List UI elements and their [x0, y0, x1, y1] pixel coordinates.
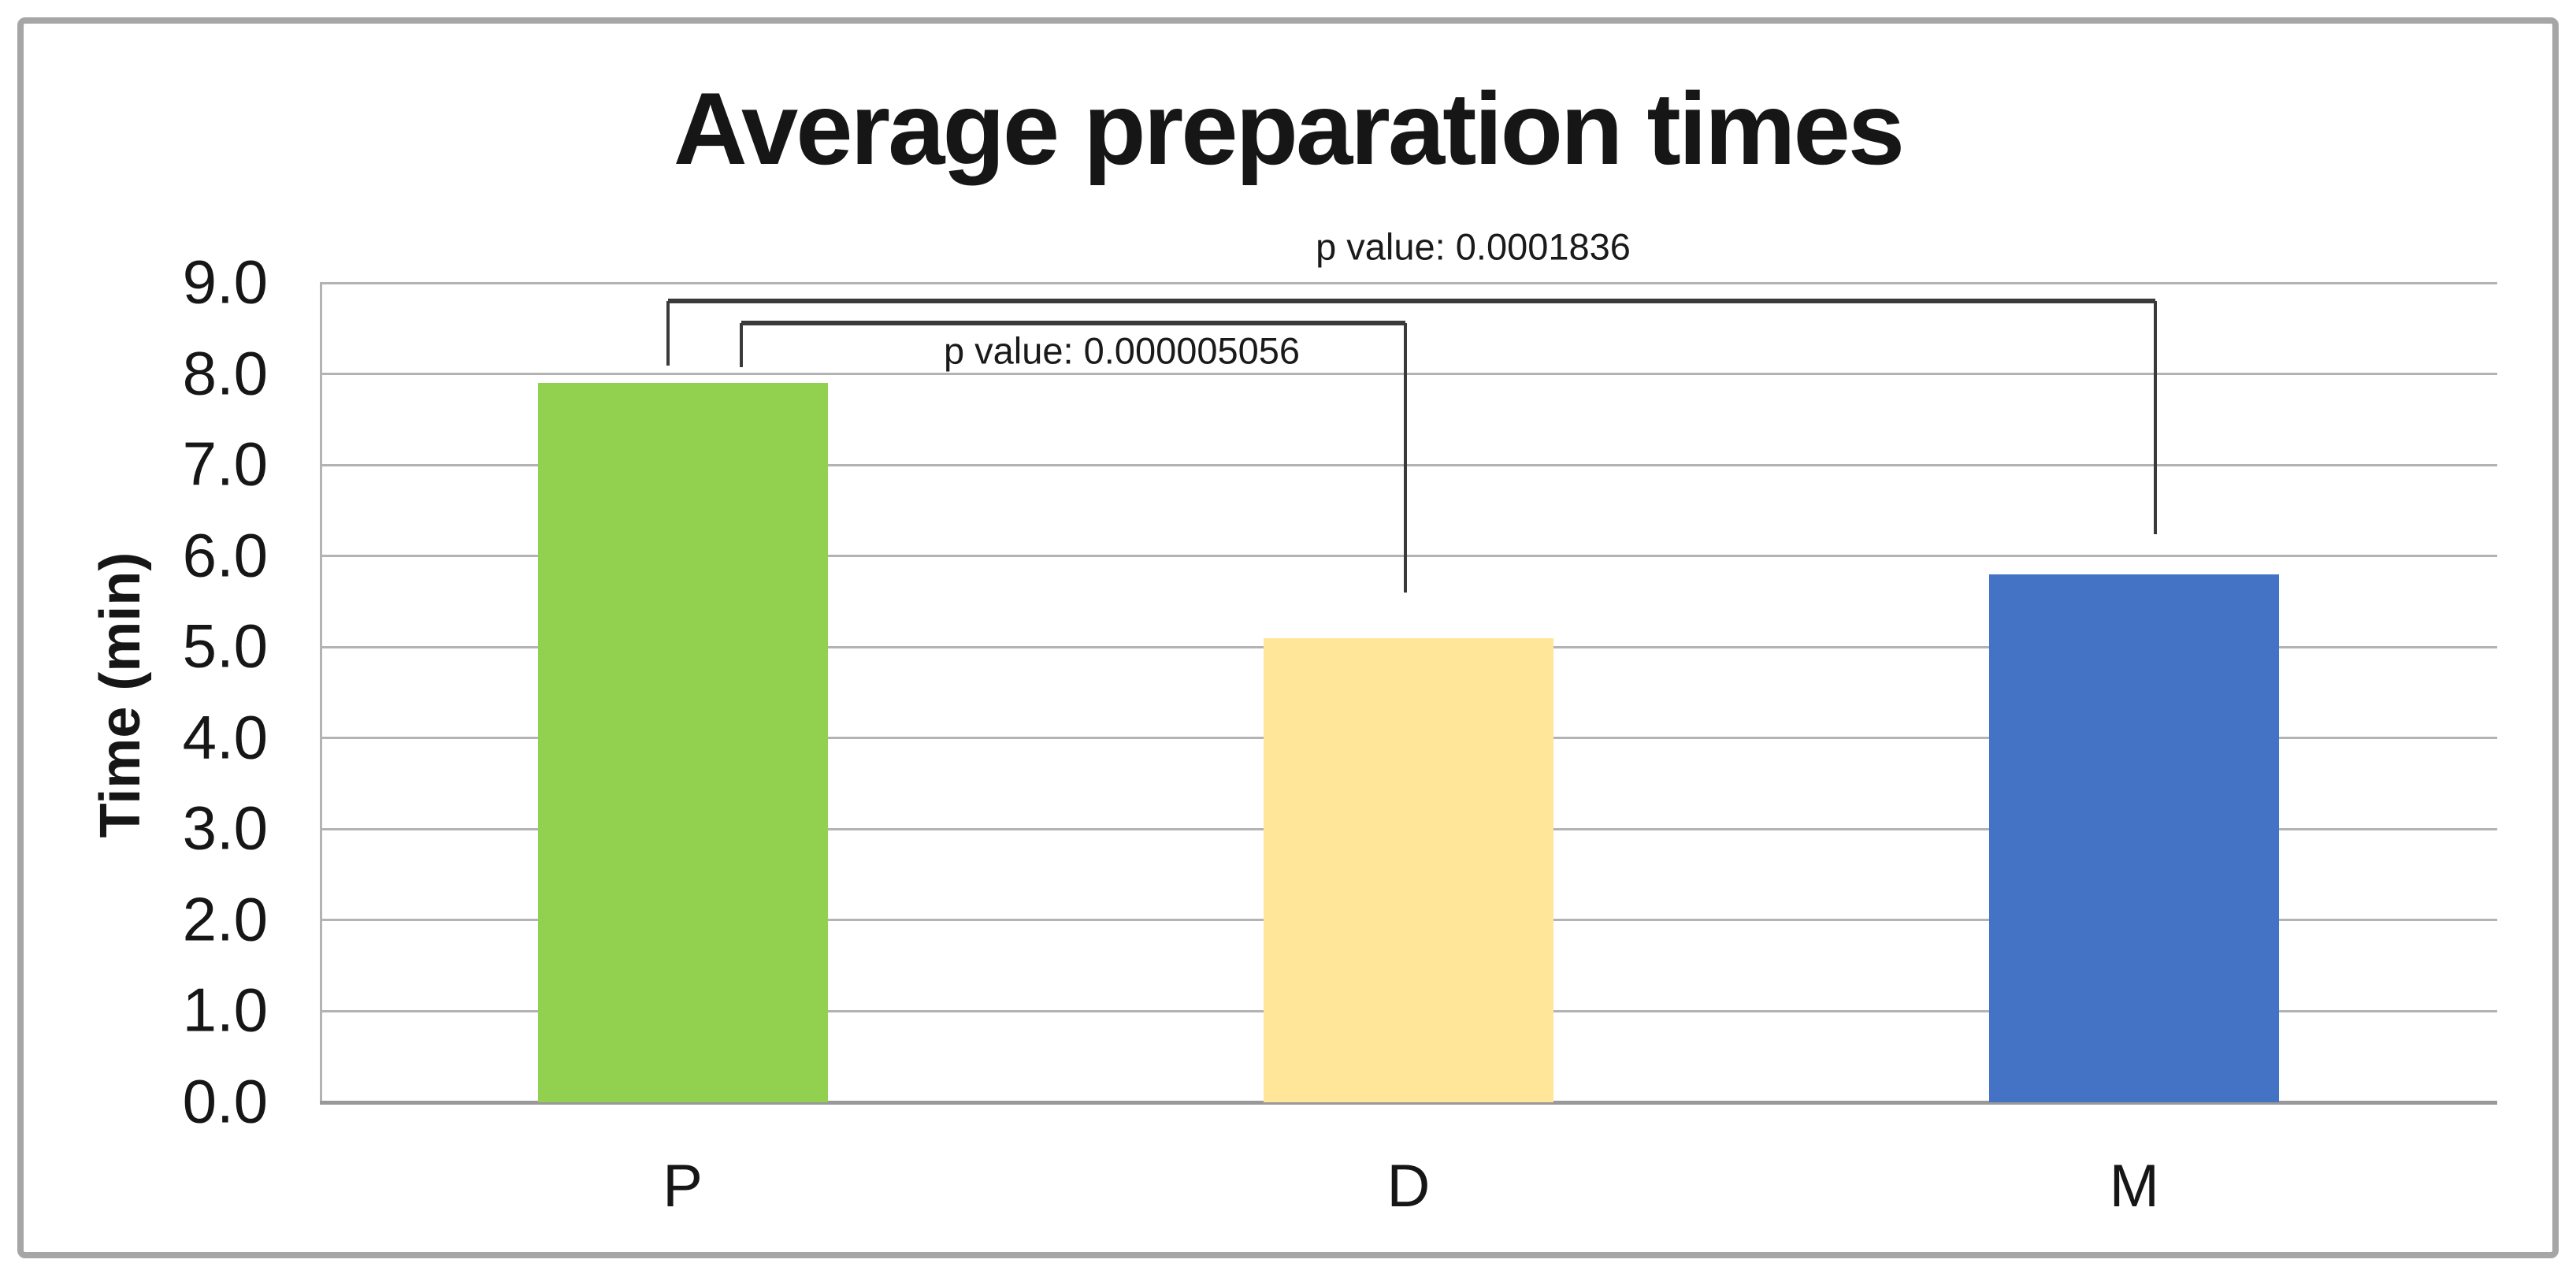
y-tick-label-7.0: 7.0 [182, 429, 268, 499]
x-category-label-P: P [663, 1153, 703, 1220]
y-tick-label-5.0: 5.0 [182, 611, 268, 681]
bar-P [537, 383, 828, 1102]
bar-D [1264, 637, 1553, 1102]
gridline-8 [320, 373, 2497, 376]
y-tick-label-6.0: 6.0 [182, 520, 268, 590]
x-category-label-M: M [2109, 1153, 2159, 1220]
p-value-label-P-M: p value: 0.0001836 [1316, 225, 1631, 268]
p-value-label-P-D: p value: 0.000005056 [943, 329, 1301, 372]
y-tick-label-0.0: 0.0 [182, 1066, 268, 1136]
y-tick-label-8.0: 8.0 [182, 337, 268, 407]
x-axis-line [320, 1101, 2497, 1105]
chart-title: Average preparation times [673, 71, 1905, 186]
gridline-9 [320, 281, 2497, 284]
x-category-label-D: D [1386, 1153, 1431, 1220]
plot-left-border [320, 283, 322, 1103]
bar-M [1989, 574, 2280, 1102]
gridline-6 [320, 555, 2497, 558]
y-tick-label-3.0: 3.0 [182, 793, 268, 863]
y-tick-label-1.0: 1.0 [182, 975, 268, 1045]
y-tick-label-9.0: 9.0 [182, 247, 268, 317]
chart-frame-border [17, 17, 2559, 1258]
gridline-7 [320, 463, 2497, 466]
y-tick-label-4.0: 4.0 [182, 702, 268, 772]
y-tick-label-2.0: 2.0 [182, 884, 268, 954]
